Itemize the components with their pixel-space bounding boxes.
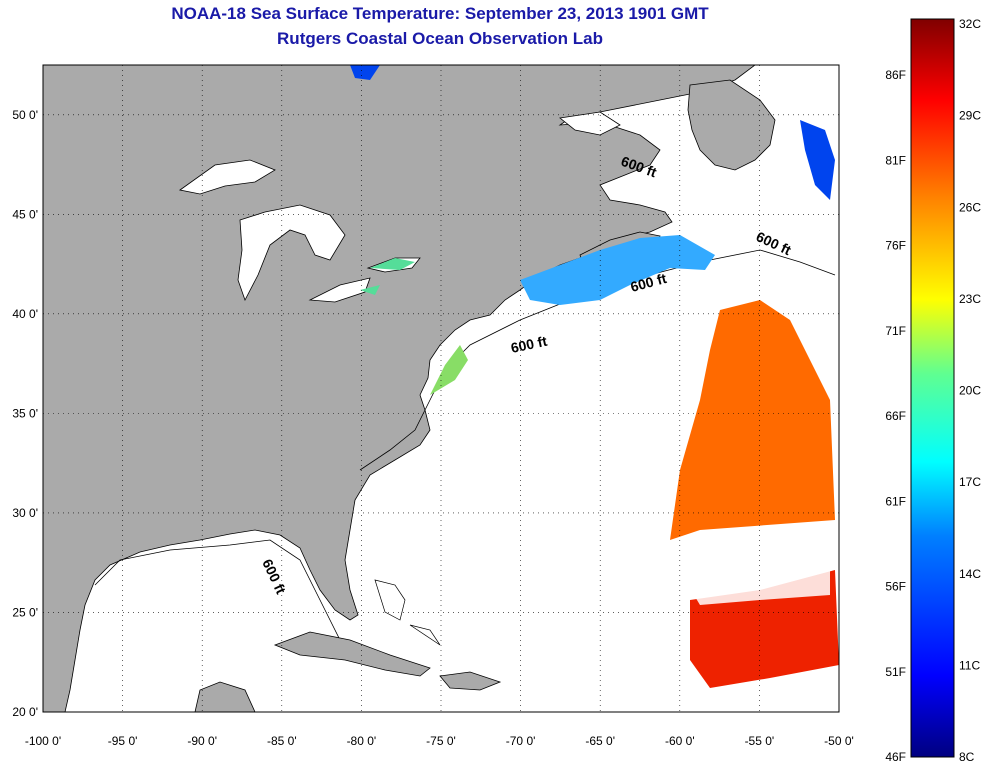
latitude-tick-label: 45 0' xyxy=(12,207,38,221)
longitude-tick-label: -55 0' xyxy=(745,734,775,748)
latitude-tick-label: 50 0' xyxy=(12,108,38,122)
longitude-tick-label: -90 0' xyxy=(187,734,217,748)
latitude-tick-label: 40 0' xyxy=(12,307,38,321)
cuba xyxy=(273,631,431,677)
longitude-tick-label: -65 0' xyxy=(585,734,615,748)
longitude-tick-label: -100 0' xyxy=(25,734,61,748)
latitude-labels: 20 0' 25 0' 30 0' 35 0' 40 0' 45 0' 50 0' xyxy=(12,108,38,719)
hudson-bay-edge xyxy=(559,111,621,136)
latitude-tick-label: 35 0' xyxy=(12,406,38,420)
bahamas xyxy=(374,579,441,646)
longitude-tick-label: -70 0' xyxy=(506,734,536,748)
longitude-labels: -100 0' -95 0' -90 0' -85 0' -80 0' -75 0' -70… xyxy=(25,734,854,748)
latitude-tick-label: 30 0' xyxy=(12,506,38,520)
atlantic-shelf xyxy=(359,249,836,471)
celsius-tick-label: 23C xyxy=(959,292,981,306)
isobath-label: 600 ft xyxy=(509,333,548,356)
fahrenheit-tick-label: 71F xyxy=(885,324,906,338)
celsius-tick-label: 26C xyxy=(959,200,981,214)
celsius-tick-label: 11C xyxy=(959,658,980,672)
sst-mid-atlantic xyxy=(430,345,468,395)
celsius-tick-label: 20C xyxy=(959,384,981,398)
fahrenheit-tick-label: 56F xyxy=(885,580,906,594)
celsius-tick-label: 29C xyxy=(959,109,981,123)
latitude-tick-label: 25 0' xyxy=(12,605,38,619)
newfoundland xyxy=(687,79,776,171)
longitude-tick-label: -60 0' xyxy=(665,734,695,748)
lake-superior xyxy=(179,159,276,195)
celsius-tick-label: 17C xyxy=(959,475,981,489)
colorbar xyxy=(910,18,955,758)
latitude-tick-label: 20 0' xyxy=(12,705,38,719)
longitude-tick-label: -75 0' xyxy=(426,734,456,748)
lake-erie xyxy=(308,277,371,303)
hispaniola xyxy=(439,671,502,691)
celsius-tick-label: 32C xyxy=(959,17,981,31)
longitude-tick-label: -50 0' xyxy=(824,734,854,748)
fahrenheit-tick-label: 66F xyxy=(885,409,906,423)
longitude-tick-label: -85 0' xyxy=(267,734,297,748)
sst-clouds xyxy=(680,535,830,605)
sst-gulf-of-maine xyxy=(520,235,715,305)
celsius-tick-label: 14C xyxy=(959,567,981,581)
fahrenheit-tick-label: 51F xyxy=(885,665,906,679)
yucatan xyxy=(194,681,256,712)
celsius-tick-label: 8C xyxy=(959,750,975,764)
sst-lake-patch xyxy=(360,258,415,295)
fahrenheit-tick-label: 61F xyxy=(885,494,906,508)
fahrenheit-tick-label: 76F xyxy=(885,239,906,253)
land-mass xyxy=(43,65,756,712)
longitude-tick-label: -95 0' xyxy=(108,734,138,748)
sst-warm-region xyxy=(670,300,835,540)
map-layers: 600 ft 600 ft 600 ft 600 ft 600 ft xyxy=(43,65,839,712)
page-title: NOAA-18 Sea Surface Temperature: Septemb… xyxy=(171,4,709,23)
gulf-shelf xyxy=(94,539,341,641)
fahrenheit-tick-label: 81F xyxy=(885,153,906,167)
longitude-tick-label: -80 0' xyxy=(347,734,377,748)
fahrenheit-tick-label: 86F xyxy=(885,68,906,82)
page-subtitle: Rutgers Coastal Ocean Observation Lab xyxy=(277,29,603,48)
lake-michigan-huron xyxy=(237,204,346,302)
fahrenheit-tick-label: 46F xyxy=(885,750,906,764)
colorbar-labels: 32C 29C 26C 23C 20C 17C 14C 11C 8C 86F 81F 76F 71F 66… xyxy=(885,17,981,764)
